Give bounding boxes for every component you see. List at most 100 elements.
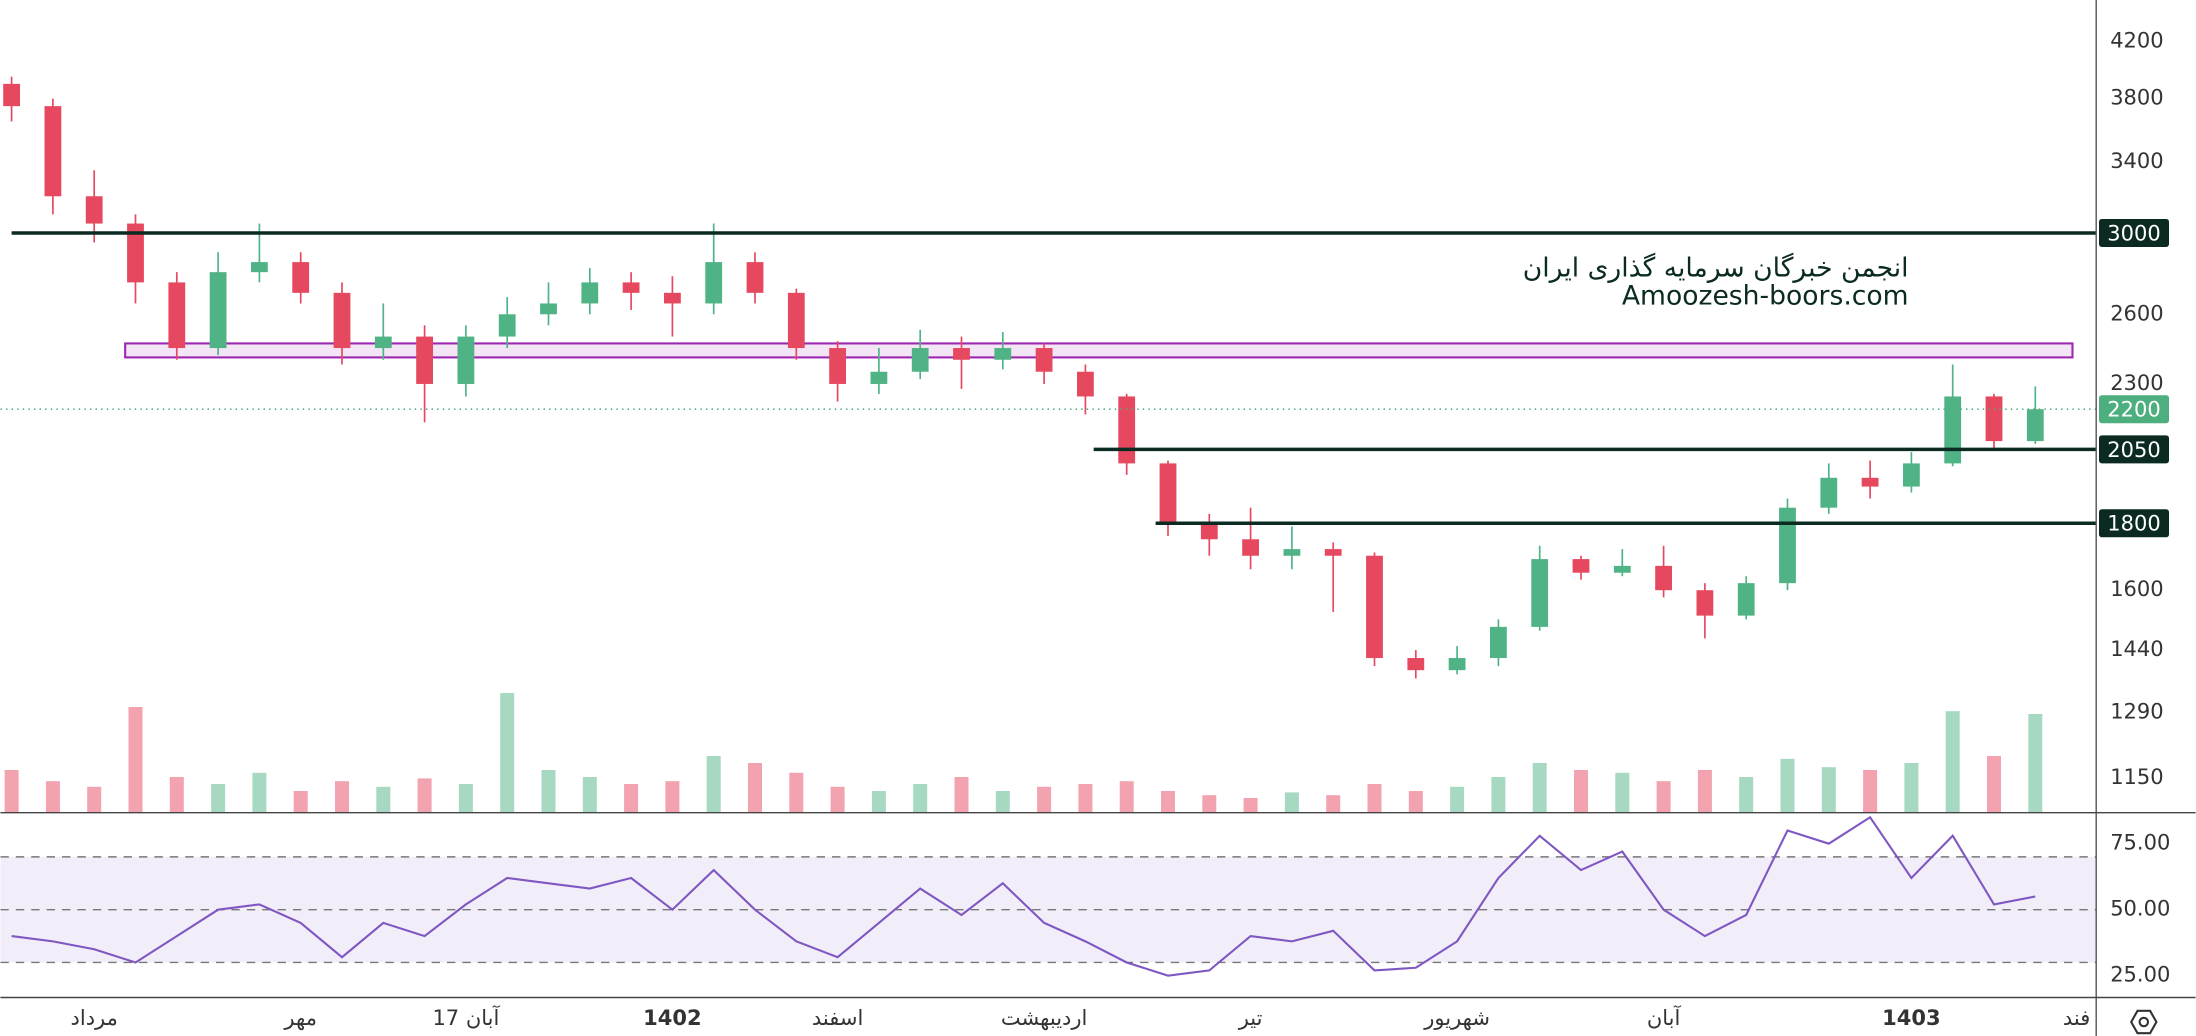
y-tick-label: 3400	[2110, 149, 2163, 173]
volume-bar	[871, 791, 886, 812]
candle-body	[1779, 507, 1796, 584]
volume-bar	[458, 784, 473, 812]
volume-bar	[830, 786, 845, 812]
volume-bar	[1119, 781, 1134, 812]
x-tick-label: 1403	[1882, 1006, 1940, 1030]
settings-icon[interactable]	[2129, 1009, 2158, 1035]
volume-bar	[1243, 798, 1258, 812]
volume-bar	[1863, 770, 1878, 812]
candle-body	[1531, 559, 1549, 627]
x-tick-label: فند	[2063, 1006, 2090, 1030]
candle-body	[1118, 396, 1136, 464]
volume-bar	[1326, 795, 1341, 812]
volume-bar	[335, 781, 349, 812]
candle-body	[1861, 477, 1879, 487]
volume-bar	[706, 756, 721, 812]
volume-bar	[1037, 786, 1052, 812]
volume-bar	[1450, 786, 1465, 812]
candle-body	[911, 348, 929, 372]
x-tick-label: مهر	[283, 1006, 317, 1030]
rsi-tick-label: 75.00	[2110, 831, 2170, 855]
volume-bar	[1532, 763, 1547, 812]
last-price-label-box	[2099, 395, 2169, 424]
volume-bar	[211, 784, 226, 812]
candle-body	[1035, 348, 1053, 372]
volume-bar	[1202, 795, 1217, 812]
level-label: 1800	[2107, 512, 2160, 536]
candle-body	[251, 262, 268, 273]
candle-body	[209, 272, 227, 349]
volume-bar	[45, 781, 60, 812]
candle-body	[622, 282, 640, 293]
volume-bar	[582, 777, 597, 812]
watermark: انجمن خبرگان سرمایه گذاری ایران	[1523, 252, 1909, 283]
candle-body	[664, 292, 681, 304]
candle-body	[44, 106, 62, 197]
candle-body	[1572, 559, 1590, 573]
candle-body	[3, 83, 20, 107]
candle-body	[1448, 658, 1466, 671]
y-tick-label: 1600	[2110, 577, 2163, 601]
volume-bar	[1904, 763, 1919, 812]
level-label-box	[2099, 435, 2169, 464]
volume-bar	[1491, 777, 1506, 812]
candle-body	[1324, 549, 1342, 556]
volume-bar	[1367, 784, 1382, 812]
candle-body	[292, 262, 310, 293]
y-tick-label: 1290	[2110, 700, 2163, 724]
candle-body	[1490, 626, 1507, 659]
volume-bar	[1078, 784, 1093, 812]
volume-bar	[128, 707, 143, 812]
candle-body	[1366, 555, 1383, 659]
candle-body	[85, 196, 103, 224]
candle-body	[1944, 396, 1962, 464]
candle-body	[1200, 523, 1218, 540]
candle-body	[168, 282, 186, 349]
rsi-line	[11, 815, 2036, 977]
volume-bar	[789, 772, 804, 812]
volume-bar	[1284, 792, 1299, 812]
volume-bar	[541, 770, 556, 812]
x-tick-label: شهریور	[1423, 1006, 1490, 1030]
level-label: 2050	[2107, 438, 2160, 462]
candle-body	[1903, 463, 1920, 487]
y-tick-label: 2300	[2110, 371, 2163, 395]
candle-body	[374, 336, 392, 349]
candle-body	[127, 223, 144, 283]
x-tick-label: اردیبهشت	[1001, 1006, 1088, 1030]
candle-body	[1077, 371, 1094, 397]
x-tick-label: آبان	[1647, 1005, 1682, 1030]
volume-bar	[913, 784, 928, 812]
x-tick-label: اسفند	[812, 1006, 863, 1030]
volume-bar	[2028, 714, 2043, 812]
candle-body	[1407, 658, 1425, 671]
volume-bar	[1780, 758, 1795, 812]
volume-bar	[1574, 770, 1588, 812]
volume-bar	[293, 791, 308, 812]
volume-bar	[995, 791, 1010, 812]
volume-bar	[1821, 767, 1836, 812]
volume-bar	[417, 778, 432, 812]
volume-bar	[169, 777, 184, 812]
volume-bar	[665, 781, 680, 812]
volume-bar	[954, 777, 969, 812]
candle-body	[870, 371, 888, 384]
volume-bar	[500, 693, 515, 812]
candle-body	[1985, 396, 2003, 442]
candle-body	[1283, 549, 1301, 556]
y-tick-label: 1440	[2110, 637, 2163, 661]
x-tick-label: تیر	[1238, 1006, 1263, 1030]
y-tick-label: 4200	[2110, 29, 2163, 53]
candle-body	[829, 348, 846, 384]
volume-bar	[1408, 791, 1423, 812]
rsi-tick-label: 25.00	[2110, 963, 2170, 987]
y-tick-label: 3800	[2110, 86, 2163, 110]
candle-body	[333, 292, 351, 349]
volume-bar	[1656, 781, 1671, 812]
candle-body	[1159, 463, 1177, 524]
level-label: 3000	[2107, 221, 2160, 245]
candle-body	[2026, 409, 2044, 442]
volume-bar	[1945, 711, 1960, 812]
volume-bar	[1697, 770, 1712, 812]
